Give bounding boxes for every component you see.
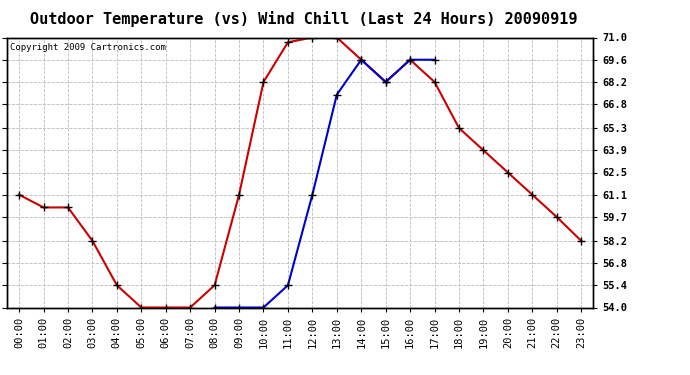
Text: Outdoor Temperature (vs) Wind Chill (Last 24 Hours) 20090919: Outdoor Temperature (vs) Wind Chill (Las… [30,11,578,27]
Text: Copyright 2009 Cartronics.com: Copyright 2009 Cartronics.com [10,43,166,52]
